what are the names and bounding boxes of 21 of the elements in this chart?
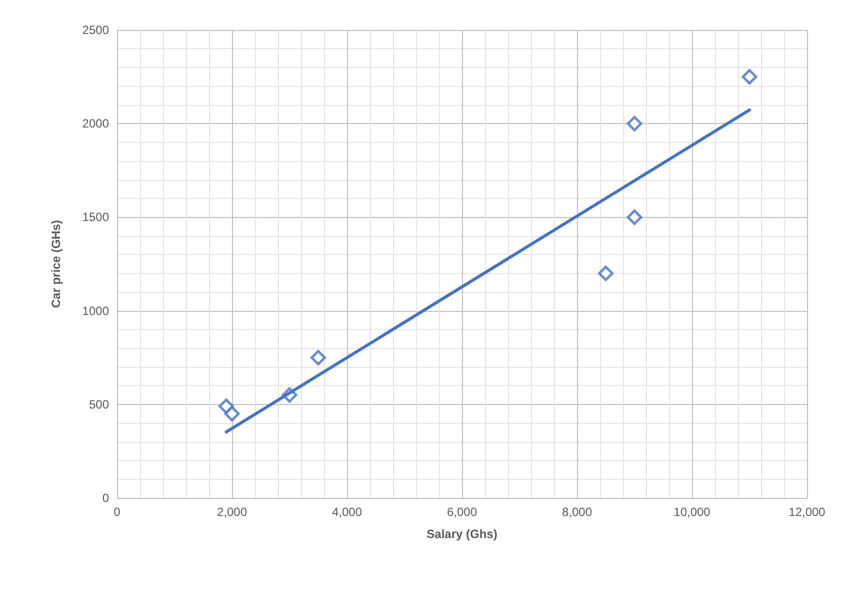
x-tick-label: 12,000	[788, 505, 826, 519]
y-tick-label: 1000	[82, 304, 110, 318]
x-tick-label: 10,000	[674, 505, 711, 519]
point	[310, 350, 326, 366]
point	[742, 69, 758, 85]
x-axis-title: Salary (Ghs)	[426, 527, 498, 541]
y-tick-label: 2000	[82, 116, 110, 131]
y-tick-label: 500	[88, 397, 110, 412]
y-tick-label: 0	[102, 491, 110, 505]
y-tick-label: 1500	[82, 210, 110, 224]
x-tick-label: 4,000	[332, 505, 362, 519]
y-axis-title: Car price (GHs)	[49, 220, 63, 308]
point	[626, 209, 642, 225]
x-tick-label: 8,000	[562, 505, 592, 519]
point	[626, 116, 642, 132]
point	[598, 266, 614, 282]
x-tick-label: 6,000	[446, 505, 478, 519]
point	[224, 406, 240, 422]
y-tick-label: 2500	[82, 23, 110, 37]
x-tick-label: 2,000	[216, 505, 248, 519]
x-tick-label: 0	[114, 505, 121, 519]
